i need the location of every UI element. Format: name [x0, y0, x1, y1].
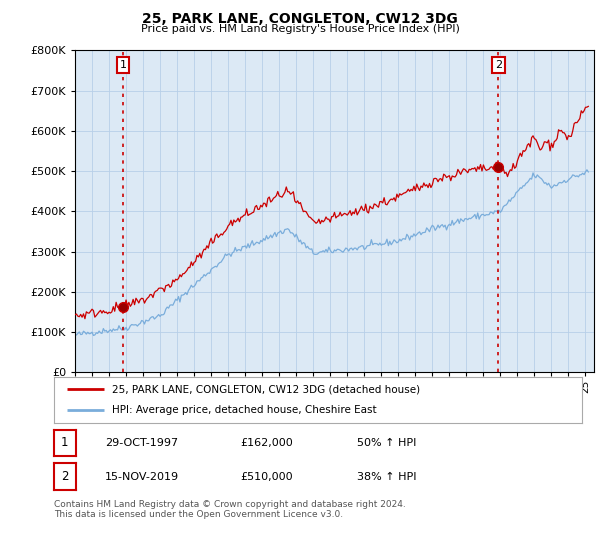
Text: HPI: Average price, detached house, Cheshire East: HPI: Average price, detached house, Ches… — [112, 405, 377, 416]
Text: £510,000: £510,000 — [240, 472, 293, 482]
Text: 38% ↑ HPI: 38% ↑ HPI — [357, 472, 416, 482]
Text: 25, PARK LANE, CONGLETON, CW12 3DG (detached house): 25, PARK LANE, CONGLETON, CW12 3DG (deta… — [112, 384, 420, 394]
Text: £162,000: £162,000 — [240, 438, 293, 448]
Text: Price paid vs. HM Land Registry's House Price Index (HPI): Price paid vs. HM Land Registry's House … — [140, 24, 460, 34]
Text: 2: 2 — [495, 60, 502, 70]
Text: 1: 1 — [61, 436, 68, 450]
Text: 1: 1 — [119, 60, 127, 70]
Text: 25, PARK LANE, CONGLETON, CW12 3DG: 25, PARK LANE, CONGLETON, CW12 3DG — [142, 12, 458, 26]
Text: Contains HM Land Registry data © Crown copyright and database right 2024.
This d: Contains HM Land Registry data © Crown c… — [54, 500, 406, 519]
Text: 29-OCT-1997: 29-OCT-1997 — [105, 438, 178, 448]
Text: 2: 2 — [61, 470, 68, 483]
Text: 50% ↑ HPI: 50% ↑ HPI — [357, 438, 416, 448]
Text: 15-NOV-2019: 15-NOV-2019 — [105, 472, 179, 482]
